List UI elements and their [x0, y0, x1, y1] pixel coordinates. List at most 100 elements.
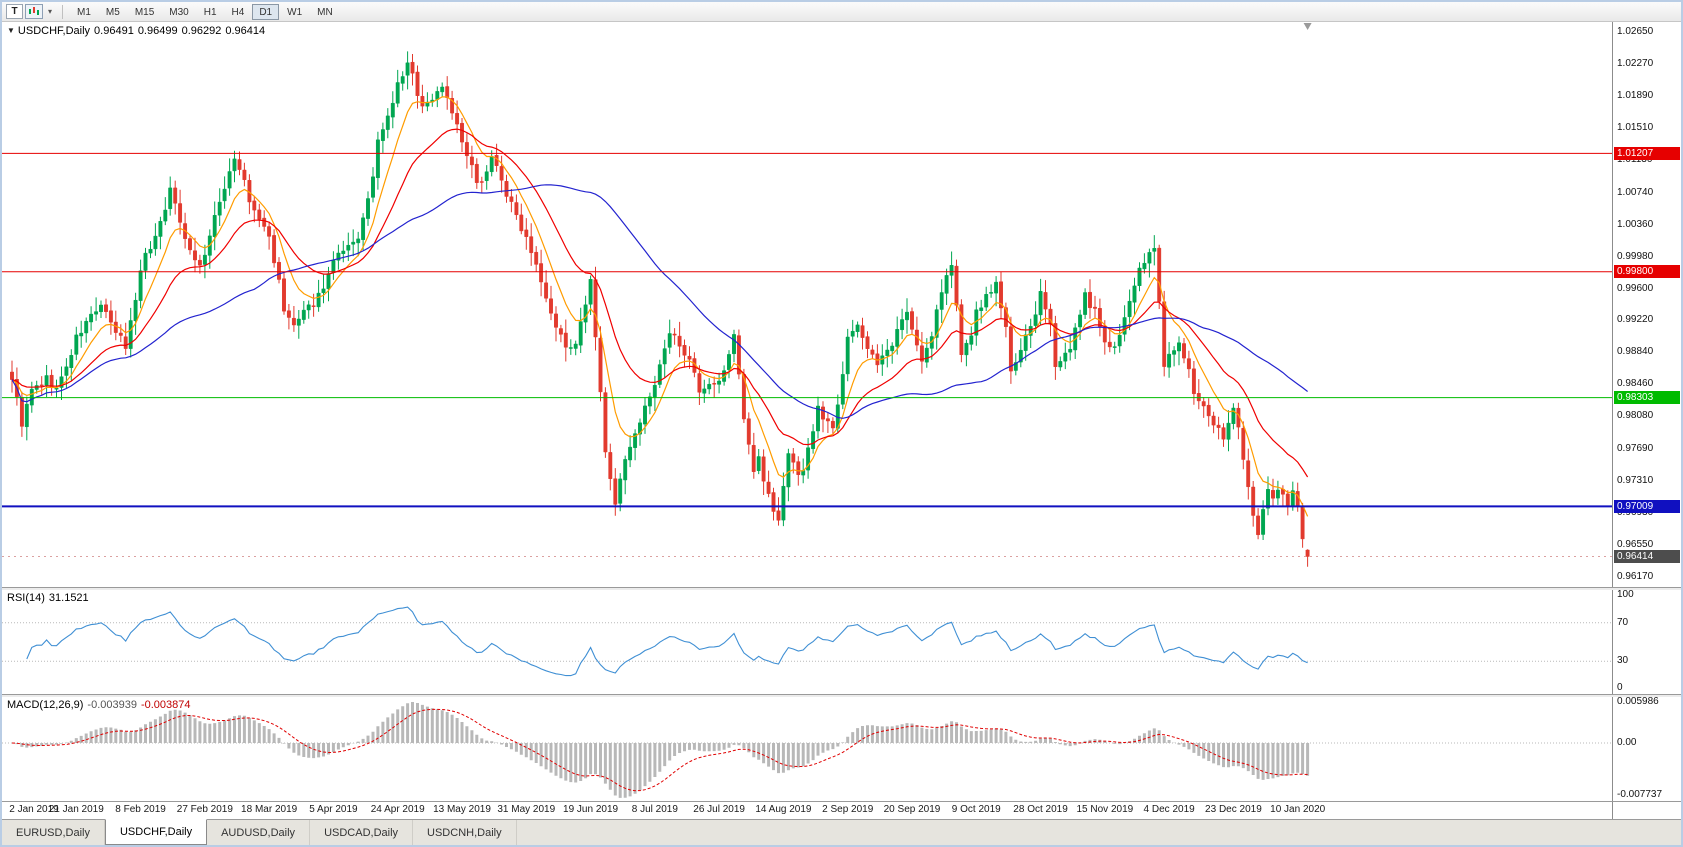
date-label: 10 Jan 2020	[1270, 804, 1326, 815]
macd-panel: MACD(12,26,9) -0.003939 -0.003874 0.005986…	[2, 697, 1681, 801]
dropdown-caret-icon[interactable]: ▾	[48, 7, 53, 16]
timeframe-m15[interactable]: M15	[134, 6, 155, 18]
chart-symbol: USDCHF,Daily	[17, 25, 91, 37]
date-label: 18 Mar 2019	[241, 804, 298, 815]
ohlc-open: 0.96491	[94, 25, 134, 37]
price-tick: 0.97310	[1617, 475, 1654, 487]
ohlc-low: 0.96292	[181, 25, 222, 37]
rsi-name: RSI(14)	[7, 592, 45, 604]
price-tick: 0.98460	[1617, 378, 1654, 390]
tab-audusd-daily[interactable]: AUDUSD,Daily	[207, 820, 311, 845]
date-axis-corner	[1612, 802, 1681, 819]
date-label: 8 Feb 2019	[115, 804, 166, 815]
date-label: 27 Feb 2019	[176, 804, 233, 815]
tab-usdcnh-daily[interactable]: USDCNH,Daily	[413, 820, 517, 845]
date-axis-divider	[2, 801, 1681, 802]
rsi-tick: 0	[1617, 682, 1623, 693]
date-label: 13 May 2019	[433, 804, 491, 815]
price-tick: 0.98080	[1617, 410, 1654, 422]
timeframe-h1[interactable]: H1	[203, 6, 217, 18]
macd-label: MACD(12,26,9) -0.003939 -0.003874	[7, 699, 195, 711]
price-chart-plot[interactable]: ▼ USDCHF,Daily 0.96491 0.96499 0.96292 0.9641…	[2, 22, 1612, 587]
timeframe-w1[interactable]: W1	[287, 6, 303, 18]
mini-candles-icon	[29, 7, 39, 15]
price-tick: 1.02650	[1617, 26, 1654, 37]
price-tick: 0.97690	[1617, 443, 1654, 455]
ma-line-21	[11, 128, 1309, 478]
tab-usdchf-daily[interactable]: USDCHF,Daily	[104, 819, 208, 845]
tab-usdcad-daily[interactable]: USDCAD,Daily	[310, 820, 414, 845]
chart-tab-bar: EURUSD,Daily USDCHF,Daily AUDUSD,Daily USDC…	[2, 819, 1681, 845]
macd-signal-value: -0.003874	[140, 699, 191, 711]
rsi-tick: 70	[1617, 616, 1629, 628]
date-label: 4 Dec 2019	[1143, 804, 1195, 815]
rsi-plot[interactable]: RSI(14) 31.1521	[2, 590, 1612, 694]
timeframe-m1[interactable]: M1	[77, 6, 91, 18]
macd-axis[interactable]: 0.005986 0.00 -0.007737	[1612, 697, 1681, 801]
timeframe-d1[interactable]: D1	[252, 3, 280, 20]
timeframe-h4[interactable]: H4	[231, 6, 245, 18]
rsi-canvas[interactable]	[2, 590, 1612, 694]
shift-marker[interactable]	[1303, 23, 1312, 30]
macd-name: MACD(12,26,9)	[7, 699, 84, 711]
price-tick: 0.96550	[1617, 539, 1654, 551]
price-tick: 1.01510	[1617, 121, 1654, 133]
down-candle-bodies	[10, 61, 1310, 557]
hline-price-badge: 0.98303	[1614, 391, 1680, 405]
macd-tick: -0.007737	[1617, 789, 1663, 800]
macd-main-value: -0.003939	[87, 699, 137, 711]
macd-plot[interactable]: MACD(12,26,9) -0.003939 -0.003874	[2, 697, 1612, 801]
date-axis[interactable]: 2 Jan 2019 21 Jan 2019 8 Feb 2019 27 Feb 20…	[2, 802, 1612, 819]
date-label: 31 May 2019	[497, 804, 556, 815]
price-tick: 0.99600	[1617, 282, 1654, 294]
price-tick: 1.02270	[1617, 57, 1654, 69]
macd-tick: 0.005986	[1617, 697, 1659, 707]
up-candle-wicks	[26, 51, 1294, 540]
chart-tool-button[interactable]: T	[6, 4, 23, 19]
date-label: 8 Jul 2019	[631, 804, 678, 815]
date-label: 20 Sep 2019	[883, 804, 941, 815]
date-label: 26 Jul 2019	[693, 804, 745, 815]
rsi-line	[26, 606, 1308, 677]
price-axis[interactable]: 1.026501.022701.018901.015101.011301.007…	[1612, 22, 1681, 587]
rsi-tick: 100	[1617, 590, 1634, 600]
price-chart-canvas[interactable]	[2, 22, 1612, 587]
up-candle-bodies	[24, 62, 1295, 535]
timeframe-mn[interactable]: MN	[317, 6, 333, 18]
date-label: 24 Apr 2019	[370, 804, 425, 815]
date-axis-row: 2 Jan 2019 21 Jan 2019 8 Feb 2019 27 Feb 20…	[2, 802, 1681, 819]
date-label: 15 Nov 2019	[1076, 804, 1134, 815]
chart-window-icon[interactable]	[25, 4, 43, 19]
symbol-dropdown-icon[interactable]: ▼	[7, 26, 15, 35]
price-tick: 0.99980	[1617, 250, 1654, 262]
down-candle-wicks	[11, 54, 1309, 567]
top-toolbar: T ▾ M1 M5 M15 M30 H1 H4 D1 W1 MN	[2, 2, 1681, 22]
timeframe-m5[interactable]: M5	[105, 6, 120, 18]
ma-line-50	[11, 184, 1308, 419]
macd-tick: 0.00	[1617, 737, 1637, 748]
price-tick: 0.98840	[1617, 346, 1654, 358]
price-tick: 1.00740	[1617, 186, 1654, 198]
date-label: 14 Aug 2019	[755, 804, 812, 815]
date-label: 2 Sep 2019	[822, 804, 874, 815]
current-price-badge: 0.96414	[1614, 549, 1680, 563]
tab-eurusd-daily[interactable]: EURUSD,Daily	[2, 820, 105, 845]
rsi-tick: 30	[1617, 655, 1629, 667]
date-label: 2 Jan 2019	[9, 804, 59, 815]
price-tick: 1.00360	[1617, 218, 1654, 230]
timeframe-toolbar: M1 M5 M15 M30 H1 H4 D1 W1 MN	[70, 3, 340, 20]
chart-header: ▼ USDCHF,Daily 0.96491 0.96499 0.96292 0.9641…	[7, 25, 269, 37]
macd-signal-line	[11, 708, 1308, 792]
panel-splitter-macd[interactable]	[2, 694, 1681, 697]
hline-price-badge: 0.97009	[1614, 499, 1680, 513]
price-tick: 0.96170	[1617, 570, 1654, 582]
macd-canvas[interactable]	[2, 697, 1612, 801]
macd-histogram	[15, 702, 1310, 798]
timeframe-m30[interactable]: M30	[169, 6, 189, 18]
date-label: 28 Oct 2019	[1013, 804, 1068, 815]
rsi-axis[interactable]: 100 70 30 0	[1612, 590, 1681, 694]
date-label: 9 Oct 2019	[951, 804, 1001, 815]
date-label: 5 Apr 2019	[309, 804, 358, 815]
panel-splitter-rsi[interactable]	[2, 587, 1681, 590]
